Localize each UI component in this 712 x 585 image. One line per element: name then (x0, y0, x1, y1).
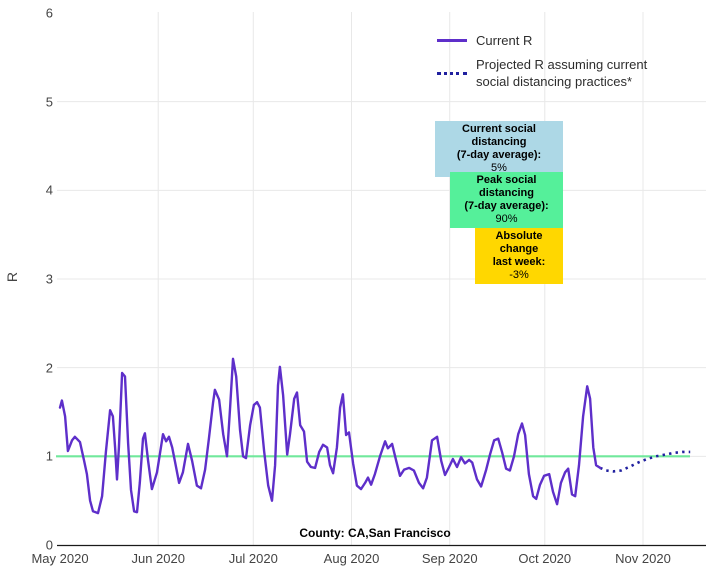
x-tick-label-4: Aug 2020 (323, 551, 380, 566)
legend-item-current-r: Current R (437, 32, 647, 49)
y-tick-label-0: 0 (45, 537, 53, 553)
annotation-value: -3% (509, 269, 529, 281)
annotation-title: Current social distancing (462, 123, 536, 148)
annotation-value: 90% (495, 213, 518, 225)
current-r-line (58, 357, 602, 515)
y-tick-label-5: 5 (45, 94, 53, 110)
x-tick-label-1: May 2020 (31, 551, 89, 566)
x-tick-label-7: Nov 2020 (615, 551, 671, 566)
absolute-change-annotation: Absolute change last week: -3% (475, 228, 563, 284)
y-tick-label-1: 1 (45, 448, 53, 464)
x-tick-label-5: Sep 2020 (421, 551, 478, 566)
projected-r-line (599, 450, 691, 473)
x-tick-label-6: Oct 2020 (518, 551, 572, 566)
y-tick-label-2: 2 (45, 360, 53, 376)
annotation-value: 5% (491, 162, 507, 174)
y-tick-label-3: 3 (45, 271, 53, 287)
annotation-title: Peak social distancing (476, 174, 537, 199)
x-tick-label-3: Jul 2020 (228, 551, 278, 566)
current-social-distancing-annotation: Current social distancing (7-day average… (435, 121, 563, 177)
y-tick-label-4: 4 (45, 182, 53, 198)
x-tick-label-2: Jun 2020 (131, 551, 185, 566)
county-caption: County: CA,San Francisco (299, 526, 451, 540)
annotation-subtitle: (7-day average): (464, 200, 549, 212)
y-axis-title: R (4, 271, 21, 283)
annotation-title: Absolute change (495, 230, 543, 255)
current-r-line-swatch-icon (437, 39, 467, 42)
y-tick-label-6: 6 (45, 5, 53, 21)
legend-label-current-r: Current R (476, 33, 533, 48)
projected-r-line-swatch-icon (437, 71, 467, 75)
annotation-subtitle: last week: (492, 256, 546, 268)
annotation-subtitle: (7-day average): (456, 149, 542, 161)
legend-label-projected-r: Projected R assuming current social dist… (476, 57, 648, 89)
peak-social-distancing-annotation: Peak social distancing (7-day average): … (450, 172, 563, 228)
legend-item-projected-r: Projected R assuming current social dist… (437, 56, 647, 90)
legend: Current R Projected R assuming current s… (437, 32, 647, 97)
